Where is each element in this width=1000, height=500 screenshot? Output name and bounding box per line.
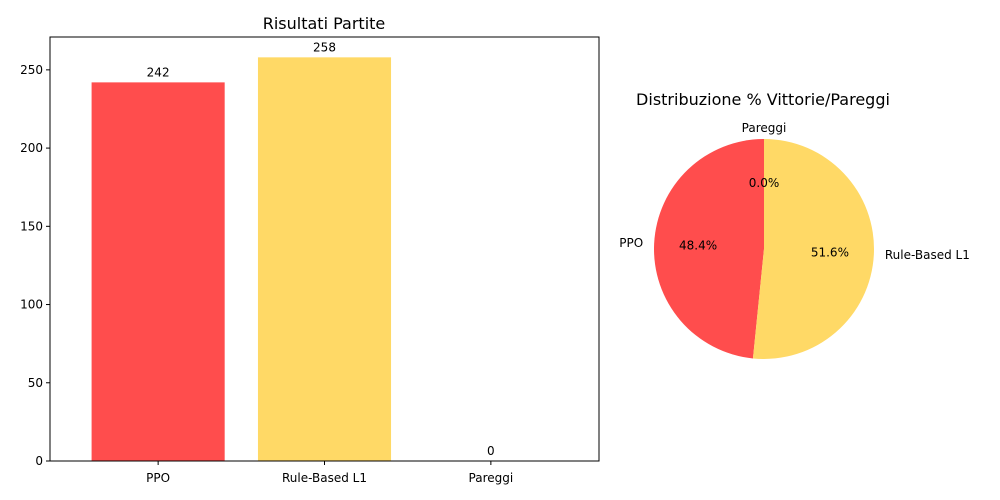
y-tick-label-6: 250 [20, 63, 43, 77]
y-tick-label-4: 150 [20, 219, 43, 233]
bar-2 [257, 57, 392, 462]
x-tick-label-3: Pareggi [469, 471, 514, 485]
pie-chart-title: Distribuzione % Vittorie/Pareggi [636, 90, 890, 109]
bar-data-labels: 242 258 0 [147, 40, 495, 458]
pie-chart: Distribuzione % Vittorie/Pareggi PPO 48.4… [619, 90, 970, 359]
pie-slices [654, 139, 874, 359]
bar-chart: Risultati Partite 0 50 100 150 200 250 PPO Rul… [20, 14, 600, 485]
pie-percent-2: 51.6% [811, 245, 849, 259]
pie-labels: PPO 48.4% Rule-Based L1 51.6% Pareggi 0.0% [619, 121, 970, 262]
y-tick-label-5: 200 [20, 141, 43, 155]
bar-1 [91, 82, 225, 462]
bar-x-axis: PPO Rule-Based L1 Pareggi [146, 461, 513, 485]
x-tick-label-2: Rule-Based L1 [282, 471, 367, 485]
bar-plot-frame [49, 36, 600, 462]
bar-value-label-1: 242 [147, 65, 170, 79]
pie-label-2: Rule-Based L1 [885, 248, 970, 262]
bar-value-label-2: 258 [313, 40, 336, 54]
pie-slice-1 [654, 139, 764, 359]
bar-y-axis: 0 50 100 150 200 250 [20, 63, 50, 468]
bar-chart-title: Risultati Partite [263, 14, 386, 33]
pie-percent-1: 48.4% [679, 239, 717, 253]
y-tick-label-1: 0 [35, 454, 43, 468]
x-tick-label-1: PPO [146, 471, 170, 485]
pie-percent-3: 0.0% [749, 176, 780, 190]
y-tick-label-2: 50 [28, 376, 43, 390]
pie-label-1: PPO [619, 236, 643, 250]
pie-slice-2 [752, 139, 874, 359]
pie-label-3: Pareggi [742, 121, 787, 135]
bar-value-label-3: 0 [487, 444, 495, 458]
y-tick-label-3: 100 [20, 298, 43, 312]
bar-marks [91, 57, 392, 462]
